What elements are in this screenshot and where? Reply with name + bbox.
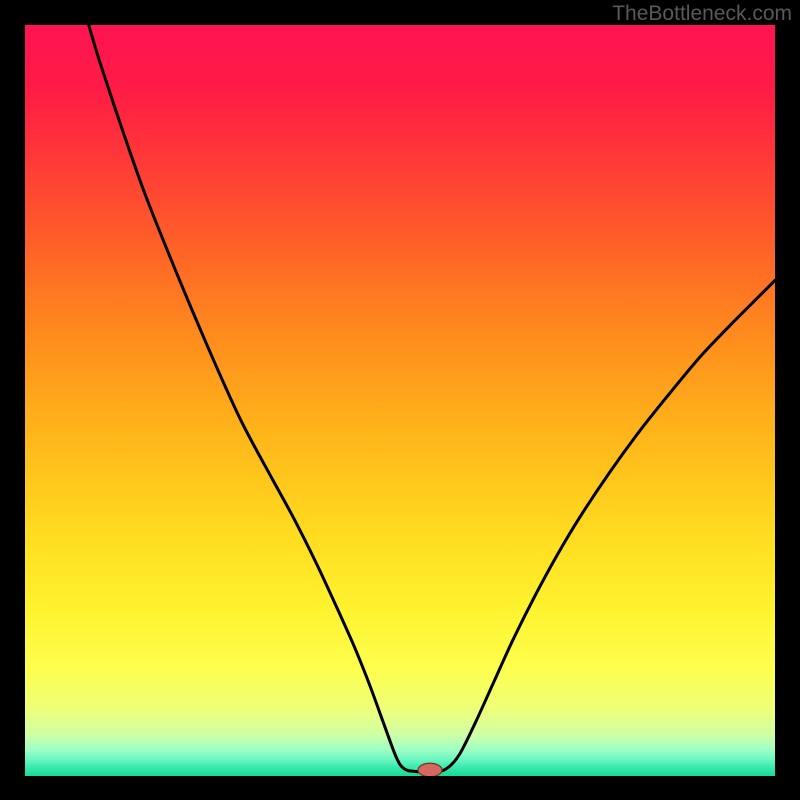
min-point-marker (418, 763, 442, 776)
plot-svg (25, 25, 775, 776)
plot-area (25, 25, 775, 776)
chart-container: TheBottleneck.com (0, 0, 800, 800)
watermark-label: TheBottleneck.com (612, 2, 792, 26)
